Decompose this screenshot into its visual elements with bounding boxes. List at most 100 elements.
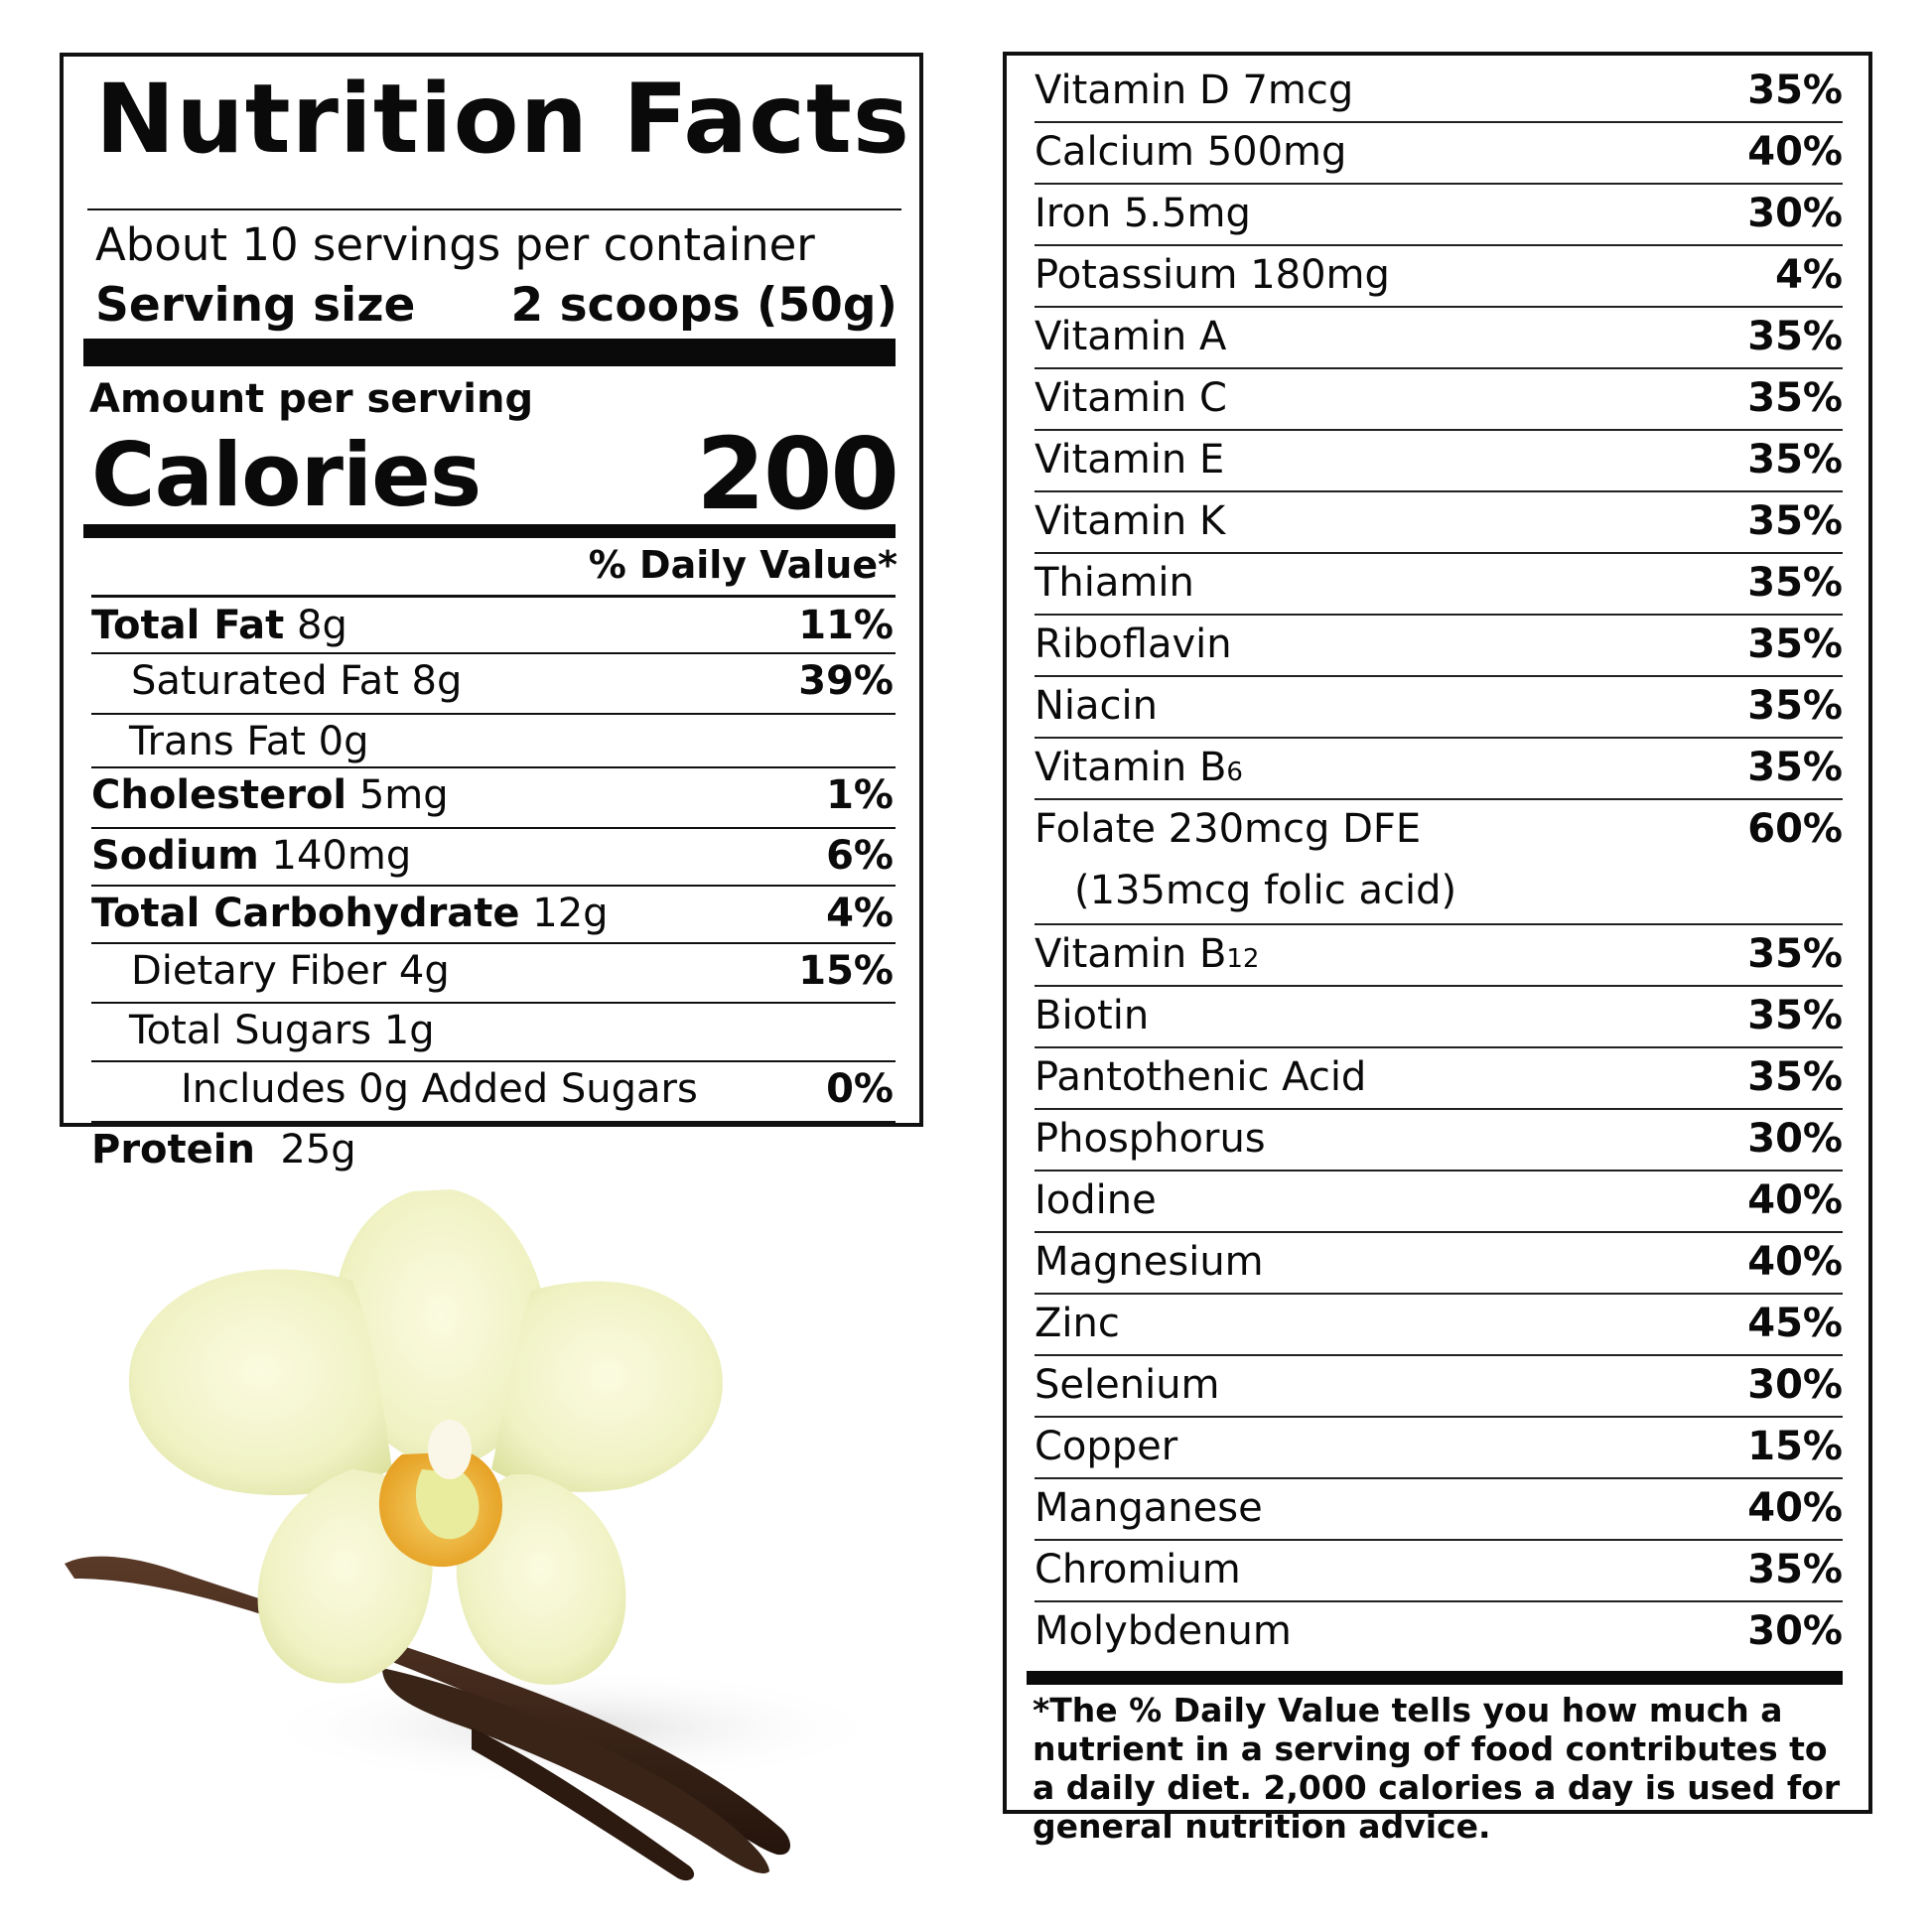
vitamin-note: (135mcg folic acid) — [1074, 868, 1457, 913]
vitamin-daily-value: 4% — [1775, 252, 1843, 298]
vitamin-name: Folate 230mcg DFE — [1035, 806, 1422, 852]
vitamin-name: Biotin — [1035, 993, 1150, 1038]
vitamin-row: Vitamin A 35% — [1035, 308, 1843, 369]
vitamin-daily-value: 15% — [1747, 1424, 1843, 1469]
vitamin-row: Folate 230mcg DFE (135mcg folic acid) 60% — [1035, 800, 1843, 925]
vitamin-row: Potassium 180mg 4% — [1035, 246, 1843, 308]
vitamin-daily-value: 35% — [1747, 437, 1843, 483]
nutrient-amount: 5mg — [358, 772, 449, 818]
vitamin-row: Biotin 35% — [1035, 987, 1843, 1048]
calories-value: 200 — [696, 416, 899, 532]
thick-divider — [83, 339, 896, 366]
nutrient-daily-value: 4% — [826, 891, 894, 936]
vitamin-row: Vitamin B12 35% — [1035, 925, 1843, 987]
vitamin-row: Molybdenum 30% — [1035, 1602, 1843, 1664]
vitamin-name: Vitamin B — [1035, 745, 1227, 790]
vitamin-row: Iron 5.5mg 30% — [1035, 185, 1843, 246]
label-title: Nutrition Facts — [95, 64, 911, 175]
vitamin-name: Magnesium — [1035, 1239, 1264, 1285]
vitamin-daily-value: 40% — [1747, 1177, 1843, 1223]
nutrient-row: Dietary Fiber 4g 15% — [91, 944, 896, 1004]
vitamin-row: Copper 15% — [1035, 1418, 1843, 1479]
amount-per-serving-label: Amount per serving — [89, 376, 534, 422]
vitamin-name: Riboflavin — [1035, 621, 1232, 667]
vitamin-list: Vitamin D 7mcg 35% Calcium 500mg 40% Iron … — [1035, 62, 1843, 1664]
vitamin-daily-value: 40% — [1747, 1485, 1843, 1531]
vitamin-row: Phosphorus 30% — [1035, 1110, 1843, 1172]
nutrient-daily-value: 0% — [826, 1066, 894, 1112]
vitamin-name: Vitamin B — [1035, 931, 1227, 977]
vitamin-name: Copper — [1035, 1424, 1178, 1469]
vitamin-row: Chromium 35% — [1035, 1541, 1843, 1602]
vitamin-row: Vitamin D 7mcg 35% — [1035, 62, 1843, 123]
vitamin-daily-value: 35% — [1747, 931, 1843, 977]
vitamin-daily-value: 35% — [1747, 683, 1843, 729]
vitamin-daily-value: 35% — [1747, 375, 1843, 421]
vitamin-name: Chromium — [1035, 1547, 1241, 1592]
nutrient-name: Saturated Fat 8g — [131, 658, 463, 704]
nutrient-row: Cholesterol 5mg 1% — [91, 768, 896, 829]
vitamin-name: Iodine — [1035, 1177, 1157, 1223]
vitamin-daily-value: 35% — [1747, 560, 1843, 606]
medium-divider — [83, 524, 896, 538]
vitamin-row: Manganese 40% — [1035, 1479, 1843, 1541]
vitamin-daily-value: 60% — [1747, 806, 1843, 852]
nutrient-name: Trans Fat 0g — [129, 719, 369, 764]
calories-label: Calories — [91, 424, 482, 526]
vitamin-daily-value: 35% — [1747, 993, 1843, 1038]
vitamin-name: Thiamin — [1035, 560, 1194, 606]
vitamin-row: Riboflavin 35% — [1035, 616, 1843, 677]
nutrient-name: Cholesterol — [91, 772, 347, 818]
nutrient-daily-value: 39% — [798, 658, 894, 704]
nutrient-daily-value: 11% — [798, 603, 894, 648]
vitamin-daily-value: 30% — [1747, 1608, 1843, 1654]
nutrient-amount: 8g — [297, 603, 347, 648]
nutrient-daily-value: 1% — [826, 772, 894, 818]
vitamin-name: Molybdenum — [1035, 1608, 1292, 1654]
vitamin-daily-value: 40% — [1747, 129, 1843, 175]
vitamin-name: Potassium 180mg — [1035, 252, 1390, 298]
nutrient-name: Dietary Fiber 4g — [131, 948, 450, 994]
vitamin-row: Magnesium 40% — [1035, 1233, 1843, 1295]
vitamin-name: Calcium 500mg — [1035, 129, 1347, 175]
nutrient-row: Includes 0g Added Sugars 0% — [91, 1062, 896, 1123]
vitamins-minerals-panel: Vitamin D 7mcg 35% Calcium 500mg 40% Iron … — [1003, 52, 1872, 1846]
nutrient-daily-value: 6% — [826, 833, 894, 879]
vitamin-row: Vitamin B6 35% — [1035, 739, 1843, 800]
vitamin-subscript: 12 — [1226, 944, 1260, 974]
vitamin-row: Selenium 30% — [1035, 1356, 1843, 1418]
vitamin-daily-value: 30% — [1747, 1362, 1843, 1408]
vitamin-row: Vitamin E 35% — [1035, 431, 1843, 492]
vitamin-row: Thiamin 35% — [1035, 554, 1843, 616]
vitamin-daily-value: 35% — [1747, 621, 1843, 667]
serving-size-label: Serving size — [95, 278, 416, 333]
orchid-flower — [128, 1189, 723, 1685]
vitamin-name: Selenium — [1035, 1362, 1220, 1408]
vitamin-name: Manganese — [1035, 1485, 1263, 1531]
vitamin-row: Pantothenic Acid 35% — [1035, 1048, 1843, 1110]
nutrient-row: Sodium 140mg 6% — [91, 829, 896, 887]
daily-value-header: % Daily Value* — [588, 543, 897, 587]
nutrition-facts-panel: Nutrition Facts About 10 servings per co… — [60, 53, 923, 1173]
vitamin-name: Vitamin A — [1035, 314, 1227, 359]
divider — [91, 595, 896, 598]
vitamin-row: Iodine 40% — [1035, 1172, 1843, 1233]
vanilla-pods — [65, 1556, 889, 1881]
servings-per-container: About 10 servings per container — [95, 218, 815, 271]
vitamin-name: Niacin — [1035, 683, 1159, 729]
vitamin-daily-value: 35% — [1747, 498, 1843, 544]
vitamin-name: Iron 5.5mg — [1035, 191, 1251, 236]
vitamin-row: Vitamin K 35% — [1035, 492, 1843, 554]
vitamin-subscript: 6 — [1226, 758, 1243, 787]
vitamin-name: Vitamin D 7mcg — [1035, 68, 1354, 113]
vitamin-row: Niacin 35% — [1035, 677, 1843, 739]
nutrient-name: Protein — [91, 1127, 255, 1173]
thick-divider — [1027, 1671, 1843, 1685]
vitamin-row: Vitamin C 35% — [1035, 369, 1843, 431]
vitamin-name: Pantothenic Acid — [1035, 1054, 1367, 1100]
nutrient-list: Total Fat 8g 11% Saturated Fat 8g 39% Tr… — [91, 599, 896, 1178]
daily-value-footnote: *The % Daily Value tells you how much a … — [1033, 1691, 1841, 1846]
nutrient-amount: 12g — [532, 891, 609, 936]
nutrient-name: Includes 0g Added Sugars — [181, 1066, 698, 1112]
vitamin-daily-value: 35% — [1747, 314, 1843, 359]
